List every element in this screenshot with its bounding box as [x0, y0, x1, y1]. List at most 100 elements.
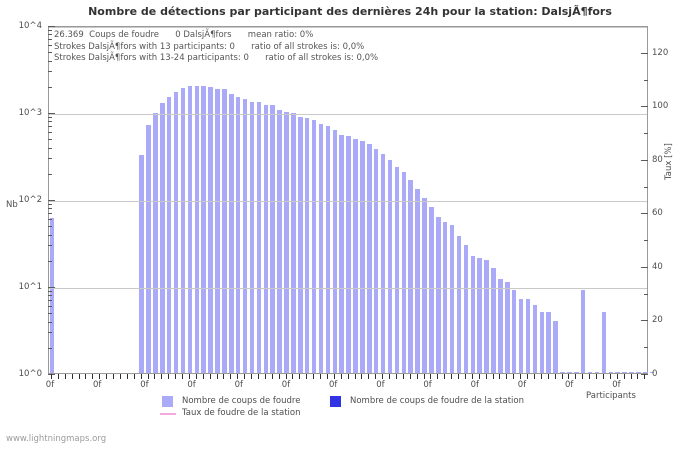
- y-tick-minor-left: [48, 213, 52, 215]
- y-tick-minor-left: [48, 260, 52, 262]
- x-tick: [78, 374, 80, 379]
- y-tick-label-left: 10^0: [18, 369, 42, 379]
- y-tick-minor-right: [644, 186, 648, 188]
- bar: [194, 86, 200, 373]
- y-tick-label-right: 80: [652, 154, 663, 165]
- bar: [436, 217, 441, 373]
- x-tick: [195, 374, 197, 379]
- x-tick: [623, 374, 625, 379]
- x-tick: [244, 374, 246, 379]
- y-tick-major-right: [641, 213, 648, 215]
- x-tick: [92, 374, 94, 379]
- y-tick-major-right: [641, 52, 648, 54]
- bar: [325, 126, 331, 373]
- bar: [491, 268, 496, 373]
- x-tick: [126, 374, 128, 379]
- x-tick: [285, 374, 287, 379]
- y-tick-minor-left: [48, 306, 52, 308]
- bar: [546, 312, 551, 373]
- bar: [201, 86, 206, 373]
- bar: [525, 299, 531, 373]
- x-tick: [71, 374, 73, 379]
- x-tick: [320, 374, 321, 379]
- x-tick: [64, 374, 66, 379]
- y-tick-minor-right: [644, 347, 648, 349]
- footer-url: www.lightningmaps.org: [6, 434, 107, 444]
- x-tick-label: 0f: [328, 380, 338, 390]
- y-tick-minor-left: [48, 86, 52, 88]
- x-tick: [437, 374, 439, 379]
- x-tick-label: 0f: [564, 380, 574, 390]
- y-tick-minor-left: [48, 245, 52, 247]
- x-tick: [506, 374, 508, 379]
- bar: [636, 372, 641, 373]
- bar: [360, 140, 365, 373]
- bar: [215, 88, 220, 373]
- x-tick: [175, 374, 177, 379]
- bar: [229, 93, 234, 373]
- x-tick: [306, 374, 308, 379]
- bar: [235, 96, 241, 373]
- x-tick: [582, 374, 584, 379]
- legend-swatch-station-strokes: [330, 396, 341, 407]
- y-tick-minor-left: [48, 60, 52, 62]
- x-tick: [409, 374, 411, 379]
- x-tick: [147, 374, 149, 379]
- y-tick-major-right: [641, 159, 648, 161]
- x-tick: [216, 374, 218, 379]
- bar: [498, 279, 503, 373]
- y-tick-label-left: 10^3: [18, 108, 42, 118]
- x-tick: [575, 374, 577, 379]
- y-tick-label-left: 10^2: [18, 195, 42, 205]
- bar: [463, 244, 469, 373]
- bar: [146, 125, 151, 373]
- x-tick: [561, 374, 563, 379]
- x-tick: [644, 374, 646, 379]
- x-tick: [527, 374, 528, 379]
- x-tick: [271, 374, 273, 379]
- legend-swatch-strokes: [162, 396, 173, 407]
- y-tick-label-right: 100: [652, 101, 669, 112]
- y-tick-minor-left: [48, 290, 52, 292]
- bar: [608, 372, 614, 373]
- bar: [339, 135, 344, 373]
- x-tick: [361, 374, 363, 379]
- y-tick-minor-left: [48, 300, 52, 302]
- x-tick: [119, 374, 121, 379]
- x-tick: [182, 374, 183, 379]
- y-tick-minor-left: [48, 321, 52, 323]
- y-tick-label-right: 0: [652, 369, 658, 379]
- y-tick-minor-left: [48, 116, 52, 118]
- bar: [511, 289, 517, 373]
- y-tick-minor-left: [48, 203, 52, 205]
- gridline: [49, 27, 647, 28]
- x-tick: [499, 374, 501, 379]
- y-tick-major-left: [48, 200, 55, 201]
- bar: [408, 180, 413, 373]
- x-tick: [299, 374, 301, 379]
- bar: [567, 372, 572, 373]
- bar: [208, 87, 213, 373]
- y-tick-major-left: [48, 26, 55, 27]
- x-tick: [230, 374, 232, 379]
- x-tick-label: 0f: [376, 380, 385, 390]
- y-tick-minor-left: [48, 34, 52, 36]
- bar: [587, 372, 593, 373]
- y-tick-minor-left: [48, 126, 52, 128]
- y-tick-minor-left: [48, 226, 52, 228]
- x-tick: [444, 374, 446, 379]
- x-tick-label: 0f: [470, 380, 479, 390]
- x-tick: [492, 374, 494, 379]
- x-tick: [389, 374, 390, 379]
- x-tick: [520, 374, 522, 379]
- chart-legend: Nombre de coups de foudre Nombre de coup…: [148, 394, 578, 428]
- bar: [387, 160, 393, 373]
- x-tick: [257, 374, 259, 379]
- legend-label-station-strokes: Nombre de coups de foudre de la station: [350, 396, 524, 406]
- bar: [346, 136, 351, 373]
- x-tick: [99, 374, 101, 379]
- legend-swatch-ratio-line: [160, 413, 176, 415]
- bar: [311, 120, 317, 373]
- x-axis-label: Participants: [586, 391, 636, 401]
